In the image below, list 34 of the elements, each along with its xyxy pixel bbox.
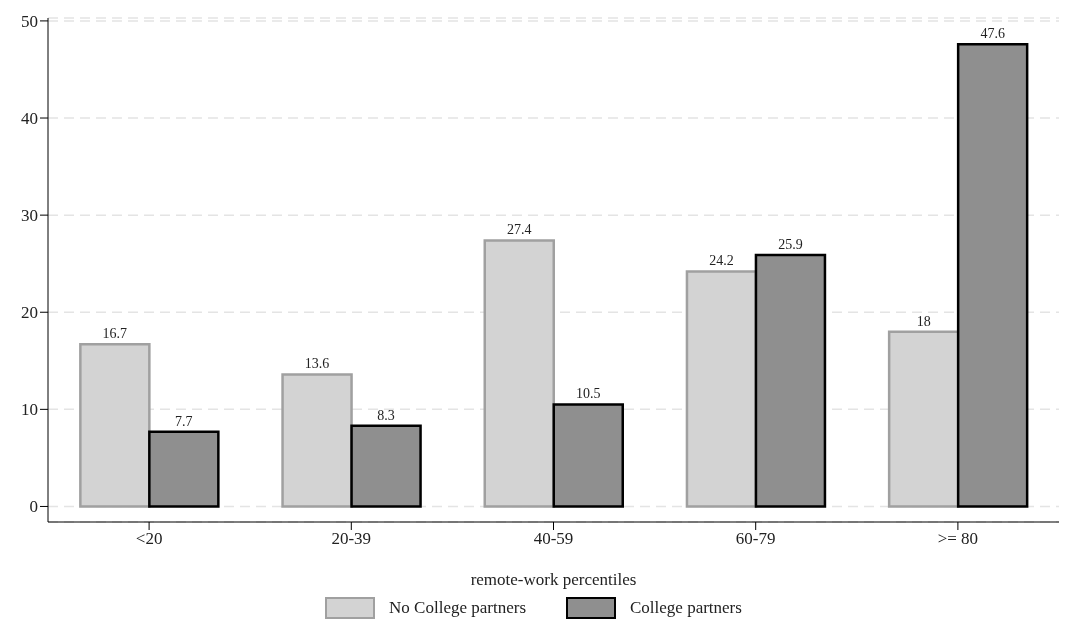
data-label: 7.7 — [175, 413, 193, 429]
data-label: 18 — [916, 313, 931, 329]
data-label: 10.5 — [576, 386, 601, 402]
bar — [754, 253, 827, 508]
y-tick-label: 10 — [21, 400, 38, 420]
legend-label: College partners — [630, 598, 742, 618]
y-tick-label: 50 — [21, 11, 38, 31]
bar — [79, 343, 151, 508]
data-label: 24.2 — [709, 253, 734, 269]
y-tick-label: 40 — [21, 109, 38, 129]
bar — [483, 239, 555, 508]
bar — [281, 373, 353, 508]
x-tick-label: 60-79 — [735, 529, 776, 549]
bar — [148, 430, 220, 508]
x-tick-label: <20 — [135, 529, 163, 549]
y-tick-label: 30 — [21, 206, 38, 226]
data-label: 16.7 — [102, 326, 128, 342]
x-axis-title: remote-work percentiles — [470, 570, 637, 589]
x-tick-label: >= 80 — [937, 529, 979, 549]
bar — [956, 42, 1029, 508]
data-label: 47.6 — [980, 26, 1005, 42]
data-label: 25.9 — [778, 236, 803, 252]
y-tick-label: 0 — [29, 497, 38, 517]
x-tick-label: 20-39 — [331, 529, 372, 549]
y-tick-label: 20 — [21, 303, 38, 323]
bar — [887, 330, 960, 508]
bar — [685, 270, 758, 508]
x-tick-label: 40-59 — [533, 529, 574, 549]
data-label: 27.4 — [507, 222, 532, 238]
legend-label: No College partners — [389, 598, 526, 618]
bar — [350, 424, 422, 508]
bar — [552, 403, 624, 508]
data-label: 8.3 — [377, 407, 395, 423]
data-label: 13.6 — [304, 356, 330, 372]
